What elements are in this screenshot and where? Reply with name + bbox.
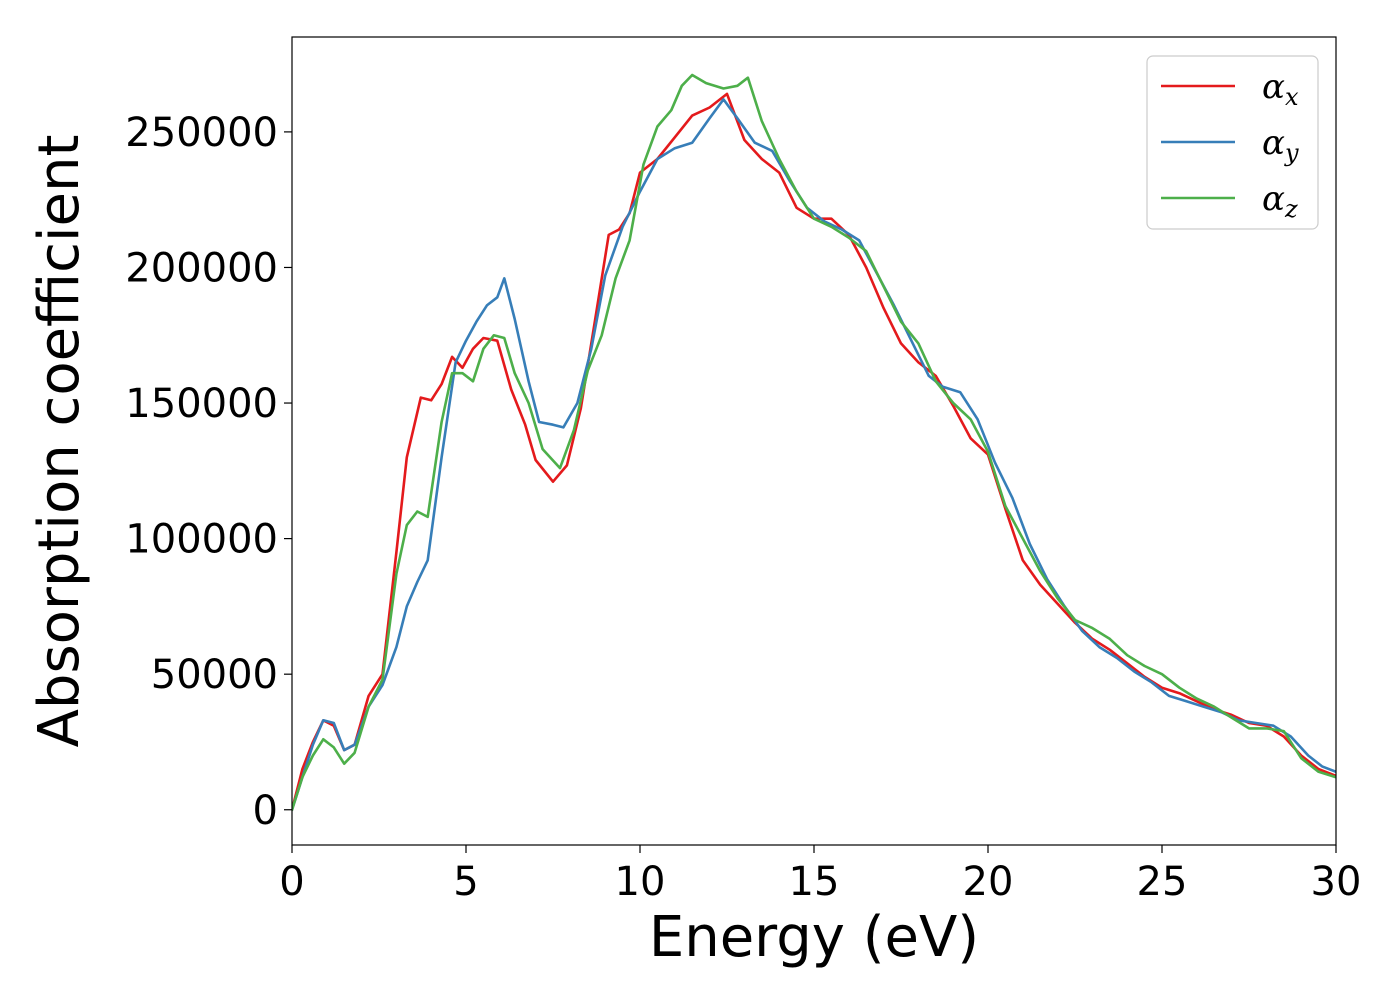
x-tick-label: 20 xyxy=(963,859,1014,905)
y-tick-label: 100000 xyxy=(125,517,278,563)
series-line-z xyxy=(292,73,1336,812)
y-tick-label: 50000 xyxy=(151,652,278,698)
y-axis-ticks: 0 50000 100000 150000 200000 250000 xyxy=(125,110,292,834)
x-tick-label: 25 xyxy=(1137,859,1188,905)
series-line-y xyxy=(292,98,1336,812)
y-tick-label: 0 xyxy=(253,788,278,834)
series-layer xyxy=(292,73,1336,812)
x-tick-label: 5 xyxy=(453,859,478,905)
x-tick-label: 15 xyxy=(789,859,840,905)
x-tick-label: 30 xyxy=(1311,859,1362,905)
x-tick-label: 10 xyxy=(615,859,666,905)
y-tick-label: 150000 xyxy=(125,381,278,427)
legend-subscript: x xyxy=(1285,83,1299,111)
x-tick-label: 0 xyxy=(279,859,304,905)
x-axis-title: Energy (eV) xyxy=(649,905,979,970)
legend-subscript: z xyxy=(1284,195,1298,223)
y-axis-title: Absorption coefficient xyxy=(27,135,92,748)
y-tick-label: 250000 xyxy=(125,110,278,156)
y-tick-label: 200000 xyxy=(125,245,278,291)
x-axis-ticks: 0 5 10 15 20 25 30 xyxy=(279,845,1361,905)
legend-subscript: y xyxy=(1284,139,1299,167)
